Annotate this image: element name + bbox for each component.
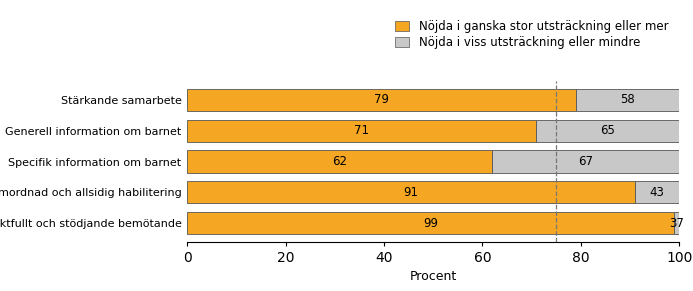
Bar [187,120,536,142]
Bar [187,150,492,173]
Bar [635,181,679,203]
Text: 99: 99 [423,217,438,230]
Legend: Nöjda i ganska stor utsträckning eller mer, Nöjda i viss utsträckning eller mind: Nöjda i ganska stor utsträckning eller m… [391,15,673,54]
Bar [576,89,679,111]
Text: 79: 79 [374,93,389,106]
Text: 91: 91 [403,186,419,199]
Text: 43: 43 [649,186,665,199]
Bar [536,120,679,142]
Bar [674,212,679,234]
Bar [187,212,674,234]
Text: 37: 37 [669,217,684,230]
X-axis label: Procent: Procent [410,270,457,283]
Bar [187,89,576,111]
Bar [492,150,679,173]
Text: 71: 71 [354,124,369,137]
Text: 65: 65 [600,124,615,137]
Text: 58: 58 [620,93,635,106]
Text: 62: 62 [332,155,347,168]
Text: 67: 67 [578,155,593,168]
Bar [187,181,635,203]
